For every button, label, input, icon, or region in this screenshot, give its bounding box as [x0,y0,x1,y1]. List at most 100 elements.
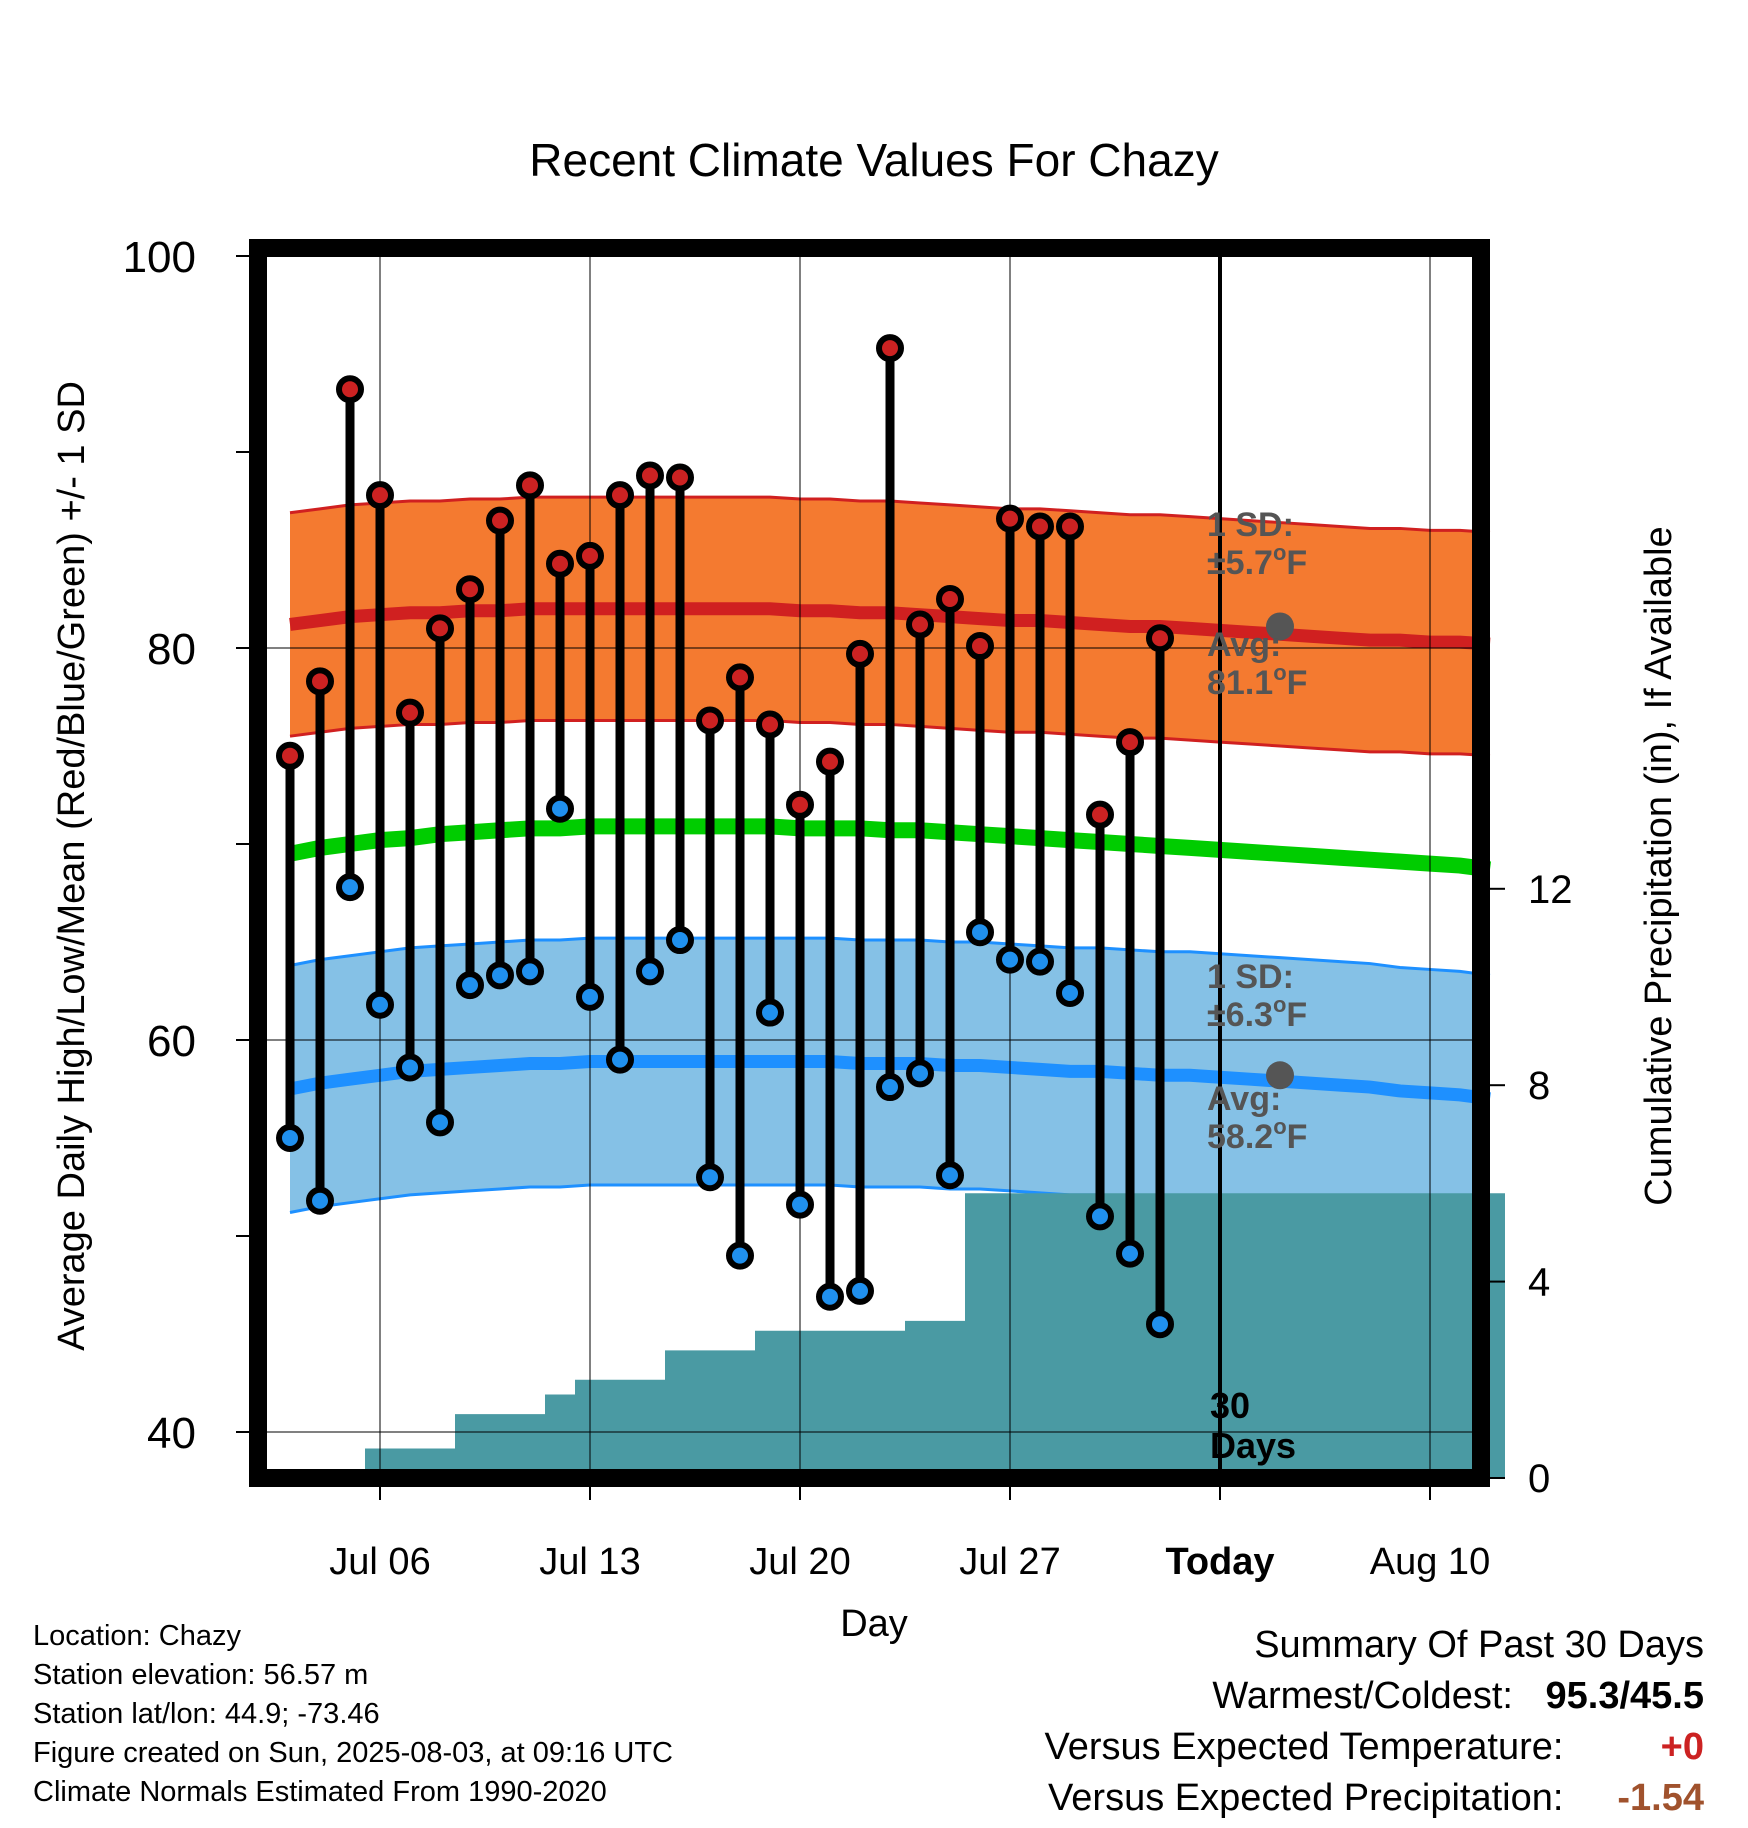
degree-symbol: o [1273,660,1286,685]
daily-low-point [1026,947,1054,976]
x-tick-label: Jul 27 [959,1541,1060,1583]
unit-label: F [1286,544,1307,582]
daily-low-point [456,971,484,1000]
daily-high-point [456,575,484,604]
daily-low-point [516,957,544,986]
daily-low-point [636,957,664,986]
daily-high-point [996,504,1024,533]
days-annotation-line1: 30 [1210,1385,1250,1426]
daily-high-point [306,667,334,696]
y2-tick-label: 12 [1528,868,1573,912]
precip-value: -1.54 [1617,1777,1704,1819]
daily-high-point [876,334,904,363]
daily-low-point [576,982,604,1011]
daily-high-point [336,375,364,404]
degree-symbol: o [1273,992,1286,1017]
daily-high-point [726,663,754,692]
daily-low-point [366,990,394,1019]
daily-low-point [876,1073,904,1102]
high-avg-annotation-value: 81.1 [1207,664,1273,702]
low-avg-annotation-line2: 58.2oF [1207,1114,1307,1156]
daily-high-point [1086,800,1114,829]
daily-high-point [366,481,394,510]
daily-low-point [696,1163,724,1192]
daily-low-point [966,918,994,947]
x-tick-label: Jul 13 [539,1541,640,1583]
daily-high-point [936,585,964,613]
low-sd-annotation-line2: ±6.3oF [1207,992,1307,1034]
daily-high-point [966,632,994,661]
daily-low-point [1056,978,1084,1007]
daily-low-point [756,998,784,1027]
latlon-text: Station lat/lon: 44.9; -73.46 [33,1698,380,1730]
y-tick-label: 100 [123,233,196,282]
daily-high-point [516,471,544,500]
high-sd-annotation-line1: 1 SD: [1207,506,1294,544]
high-sd-annotation-value: ±5.7 [1207,544,1273,582]
x-tick-label: Aug 10 [1370,1541,1490,1583]
daily-high-point [1026,512,1054,541]
low-sd-annotation-value: ±6.3 [1207,996,1273,1034]
degree-symbol: o [1273,1114,1286,1139]
low-avg-annotation-line1: Avg: [1207,1080,1281,1118]
daily-high-point [846,639,874,668]
summary-temp-row: Versus Expected Temperature: +0 [1045,1722,1704,1773]
normals-text: Climate Normals Estimated From 1990-2020 [33,1776,607,1808]
daily-high-point [1056,512,1084,541]
daily-low-point [426,1108,454,1137]
daily-high-point [786,790,814,819]
y2-tick-label: 4 [1528,1261,1550,1305]
unit-label: F [1286,996,1307,1034]
high-avg-annotation-line2: 81.1oF [1207,660,1307,702]
x-tick-label: Today [1165,1541,1274,1583]
daily-low-point [276,1124,304,1152]
low-avg-annotation-value: 58.2 [1207,1118,1273,1156]
daily-low-point [996,945,1024,974]
y-tick-label: 80 [147,625,196,674]
summary-precip-row: Versus Expected Precipitation: -1.54 [1045,1773,1704,1824]
daily-high-point [576,541,604,570]
y-axis-label: Average Daily High/Low/Mean (Red/Blue/Gr… [51,381,93,1351]
unit-label: F [1287,664,1308,702]
daily-low-point [1086,1202,1114,1231]
daily-low-point [336,873,364,902]
y2-tick-label: 8 [1528,1064,1550,1108]
created-text: Figure created on Sun, 2025-08-03, at 09… [33,1737,673,1769]
x-axis-label: Day [840,1603,908,1645]
daily-high-point [756,710,784,739]
daily-low-point [606,1045,634,1074]
daily-low-point [306,1186,334,1215]
warmest-value: 95.3/45.5 [1545,1675,1704,1717]
degree-symbol: o [1273,540,1286,565]
daily-high-point [696,706,724,735]
daily-high-point [1146,624,1174,653]
daily-high-point [816,747,844,776]
daily-high-point [1116,728,1144,757]
y2-tick-label: 0 [1528,1457,1550,1501]
y-tick-label: 40 [147,1409,196,1458]
daily-low-point [396,1053,424,1082]
station-info: Location: Chazy Station elevation: 56.57… [33,1617,673,1812]
elevation-text: Station elevation: 56.57 m [33,1659,369,1691]
summary-warmest-row: Warmest/Coldest: 95.3/45.5 [1045,1671,1704,1722]
daily-low-point [846,1276,874,1305]
daily-low-point [726,1241,754,1270]
daily-low-point [936,1161,964,1190]
daily-high-point [486,506,514,535]
precip-area [275,1193,1505,1478]
daily-low-point [1116,1239,1144,1268]
high-sd-annotation-line2: ±5.7oF [1207,540,1307,582]
daily-high-point [636,461,664,490]
plot-frame [249,239,1490,1487]
daily-low-point [666,926,694,955]
daily-low-point [546,794,574,823]
summary-panel: Summary Of Past 30 Days Warmest/Coldest:… [1045,1620,1704,1824]
summary-title: Summary Of Past 30 Days [1254,1624,1704,1666]
location-text: Location: Chazy [33,1620,241,1652]
high-avg-annotation-line1: Avg: [1207,626,1281,664]
low-sd-annotation-line1: 1 SD: [1207,958,1294,996]
daily-high-point [606,481,634,510]
chart-title: Recent Climate Values For Chazy [529,134,1218,186]
